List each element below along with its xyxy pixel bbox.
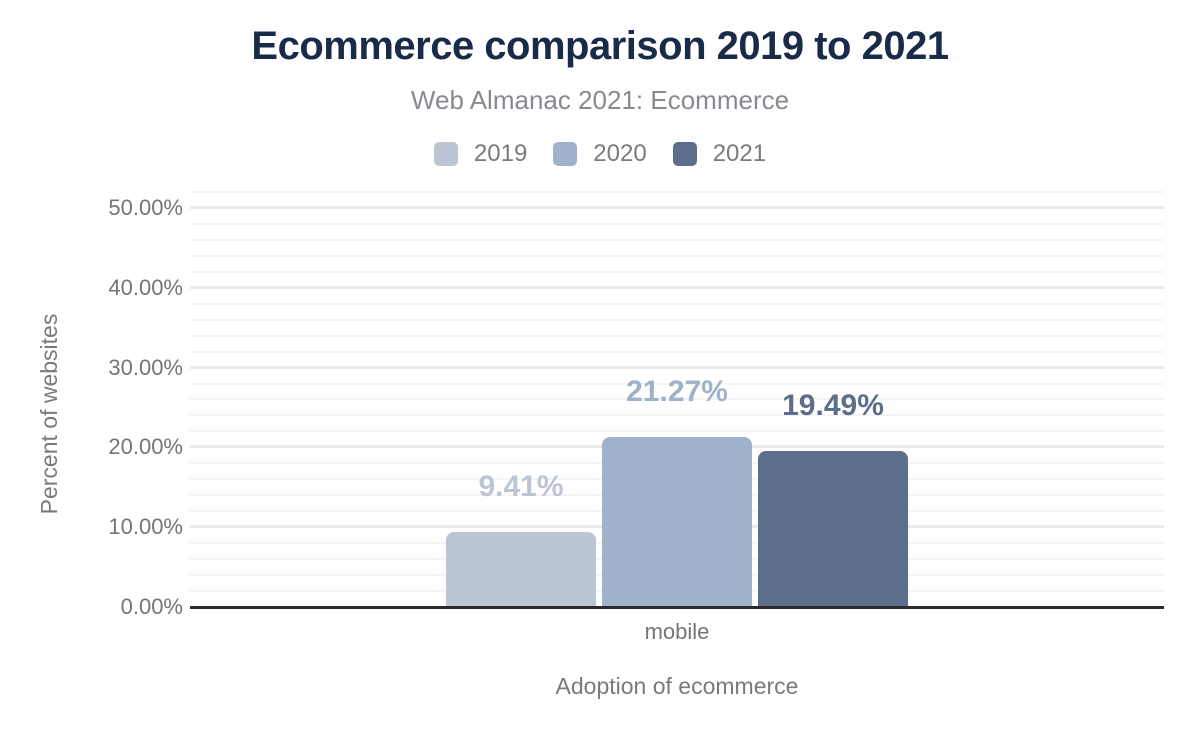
bar-2019[interactable]: 9.41%: [446, 470, 596, 607]
gridline: [190, 223, 1164, 225]
bar-2020[interactable]: 21.27%: [602, 375, 752, 607]
gridline: [190, 191, 1164, 193]
y-tick-label: 50.00%: [108, 195, 183, 220]
bars: 9.41% 21.27% 19.49%: [190, 192, 1164, 607]
gridline: [190, 335, 1164, 337]
gridline: [190, 286, 1164, 289]
gridline: [190, 398, 1164, 400]
gridline: [190, 271, 1164, 273]
legend-swatch-2019: [433, 142, 458, 166]
gridline: [190, 206, 1164, 209]
legend-label: 2020: [593, 140, 647, 167]
gridline: [190, 414, 1164, 416]
bar-2021[interactable]: 19.49%: [758, 389, 908, 607]
x-axis-line: [190, 606, 1164, 609]
chart-subtitle: Web Almanac 2021: Ecommerce: [410, 85, 790, 115]
legend-item-2019[interactable]: 2019: [433, 140, 528, 168]
gridline: [190, 351, 1164, 353]
chart-title: Ecommerce comparison 2019 to 2021: [251, 24, 949, 68]
legend-swatch-2020: [553, 142, 578, 166]
y-tick-label: 10.00%: [108, 514, 183, 539]
gridline: [190, 366, 1164, 369]
y-tick-label: 40.00%: [108, 275, 183, 300]
bar-value-label-2021: 19.49%: [782, 389, 884, 422]
legend-item-2021[interactable]: 2021: [672, 140, 767, 168]
legend-swatch-2021: [672, 142, 697, 166]
x-category-label: mobile: [644, 619, 710, 644]
gridline: [190, 430, 1164, 432]
gridline: [190, 239, 1164, 241]
legend: 2019 2020 2021: [0, 140, 1200, 168]
legend-label: 2021: [712, 140, 767, 167]
legend-label: 2019: [473, 140, 528, 167]
y-tick-label: 0.00%: [120, 594, 183, 619]
y-tick-label: 30.00%: [108, 355, 183, 380]
y-tick-label: 20.00%: [108, 434, 183, 459]
gridline: [190, 303, 1164, 305]
gridline: [190, 319, 1164, 321]
bar-value-label-2020: 21.27%: [626, 375, 728, 408]
gridline: [190, 255, 1164, 257]
x-axis-title: Adoption of ecommerce: [555, 673, 799, 699]
gridline: [190, 383, 1164, 385]
y-axis-title: Percent of websites: [36, 313, 62, 515]
bar-value-label-2019: 9.41%: [478, 470, 564, 503]
legend-item-2020[interactable]: 2020: [553, 140, 647, 168]
plot-area: 9.41% 21.27% 19.49%: [190, 191, 1164, 609]
